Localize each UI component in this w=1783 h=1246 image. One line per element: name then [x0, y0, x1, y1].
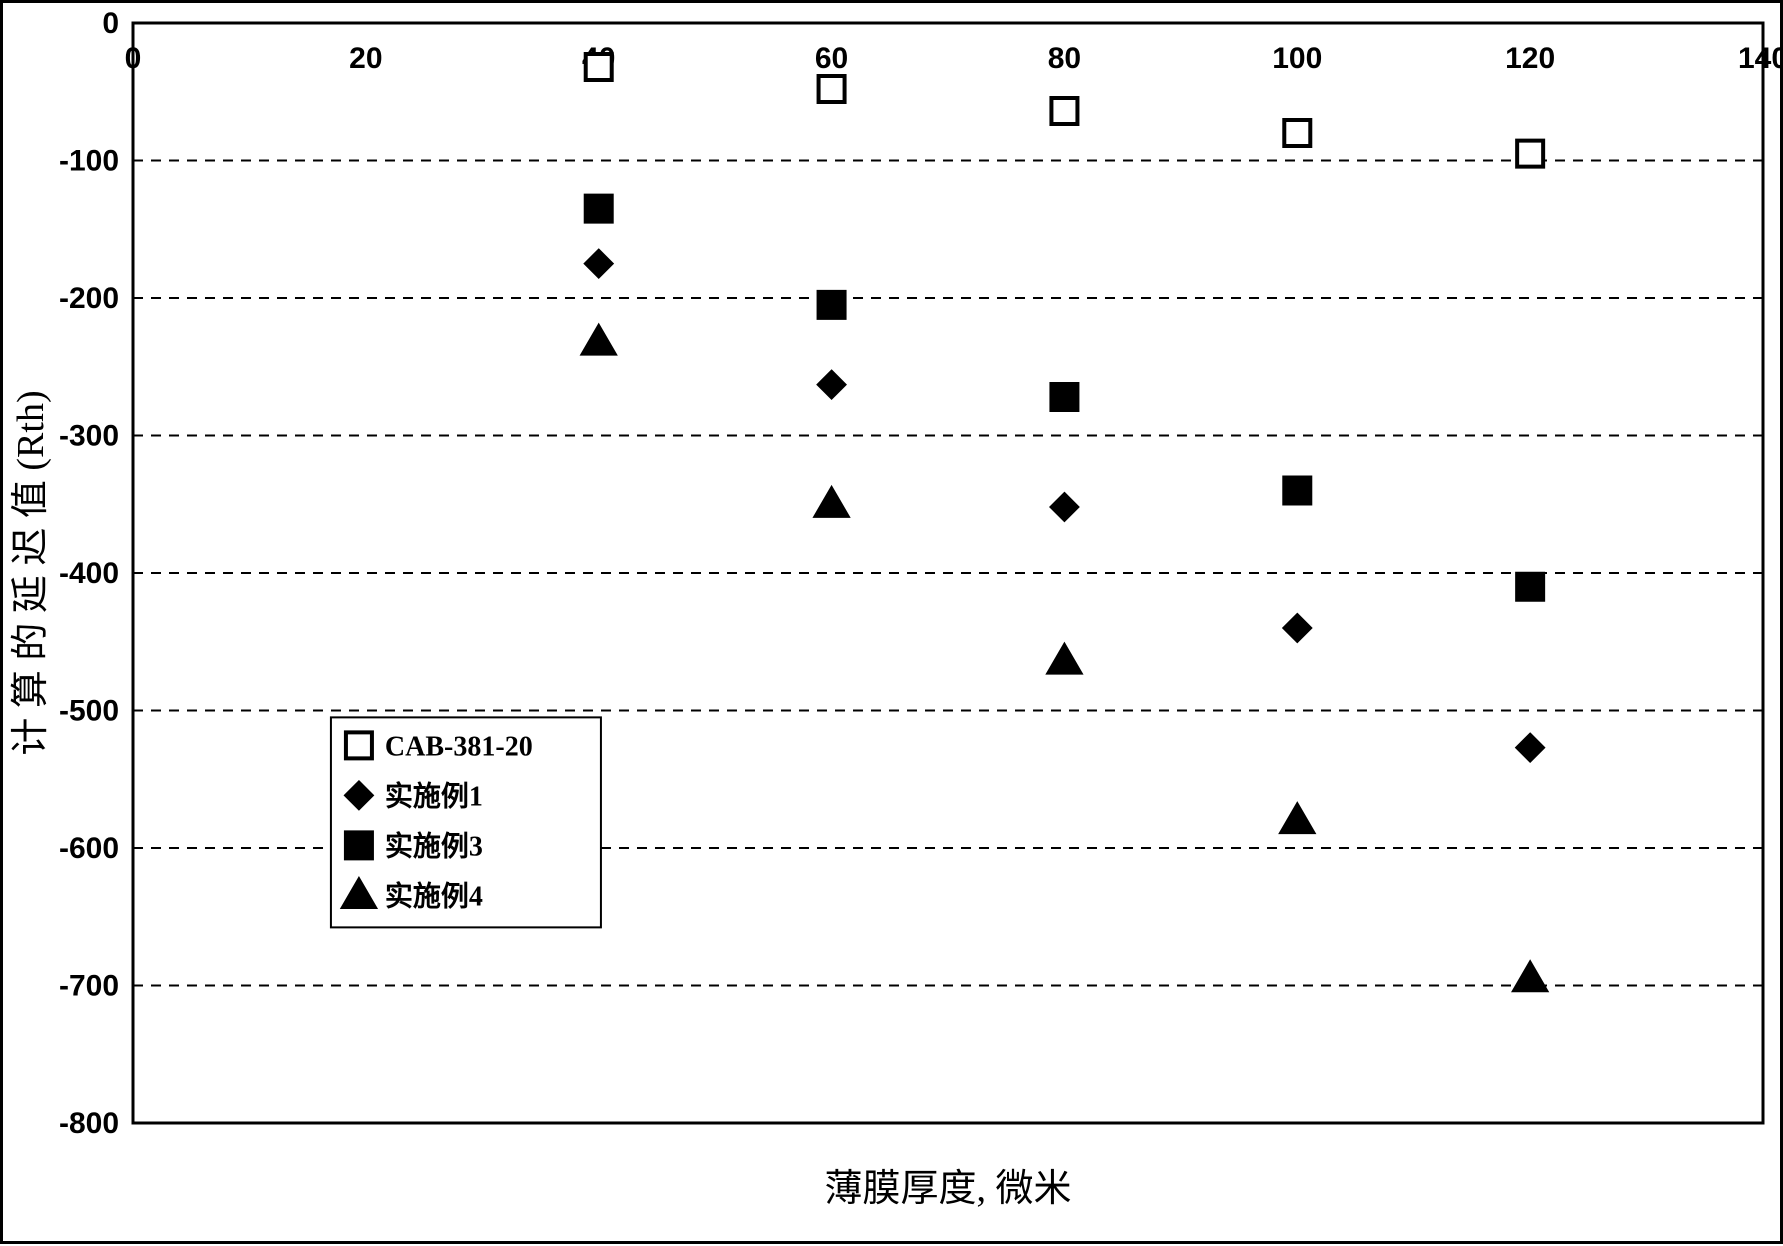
marker-square-filled — [1050, 383, 1078, 411]
scatter-chart: 0-100-200-300-400-500-600-700-8000204060… — [3, 3, 1780, 1241]
marker-square-open — [819, 76, 845, 102]
ytick-label: -200 — [59, 282, 119, 315]
legend-label: 实施例4 — [385, 879, 483, 912]
marker-square-open — [1517, 141, 1543, 167]
xtick-label: 0 — [125, 42, 142, 75]
marker-square-filled — [818, 291, 846, 319]
ytick-label: -500 — [59, 695, 119, 728]
marker-square-filled — [1516, 573, 1544, 601]
legend-label: 实施例1 — [385, 779, 483, 812]
marker-square-filled — [345, 831, 373, 859]
y-axis-label: 计 算 的 延 迟 值 (Rth) — [10, 390, 52, 755]
marker-square-open — [346, 732, 372, 758]
xtick-label: 100 — [1272, 42, 1322, 75]
ytick-label: -100 — [59, 145, 119, 178]
ytick-label: 0 — [102, 7, 119, 40]
x-axis-label: 薄膜厚度, 微米 — [824, 1168, 1071, 1210]
ytick-label: -400 — [59, 557, 119, 590]
marker-square-open — [1051, 98, 1077, 124]
marker-square-open — [1284, 120, 1310, 146]
ytick-label: -300 — [59, 420, 119, 453]
ytick-label: -700 — [59, 970, 119, 1003]
legend-item: 实施例4 — [342, 878, 483, 912]
xtick-label: 140 — [1738, 42, 1780, 75]
marker-square-filled — [585, 195, 613, 223]
marker-square-open — [586, 54, 612, 80]
xtick-label: 120 — [1505, 42, 1555, 75]
ytick-label: -800 — [59, 1107, 119, 1140]
marker-square-filled — [1283, 477, 1311, 505]
outer-frame: 0-100-200-300-400-500-600-700-8000204060… — [0, 0, 1783, 1244]
xtick-label: 80 — [1048, 42, 1081, 75]
legend-item: 实施例3 — [345, 829, 483, 862]
xtick-label: 60 — [815, 42, 848, 75]
legend-label: CAB-381-20 — [385, 731, 533, 762]
legend-label: 实施例3 — [385, 829, 483, 862]
ytick-label: -600 — [59, 832, 119, 865]
xtick-label: 20 — [349, 42, 382, 75]
